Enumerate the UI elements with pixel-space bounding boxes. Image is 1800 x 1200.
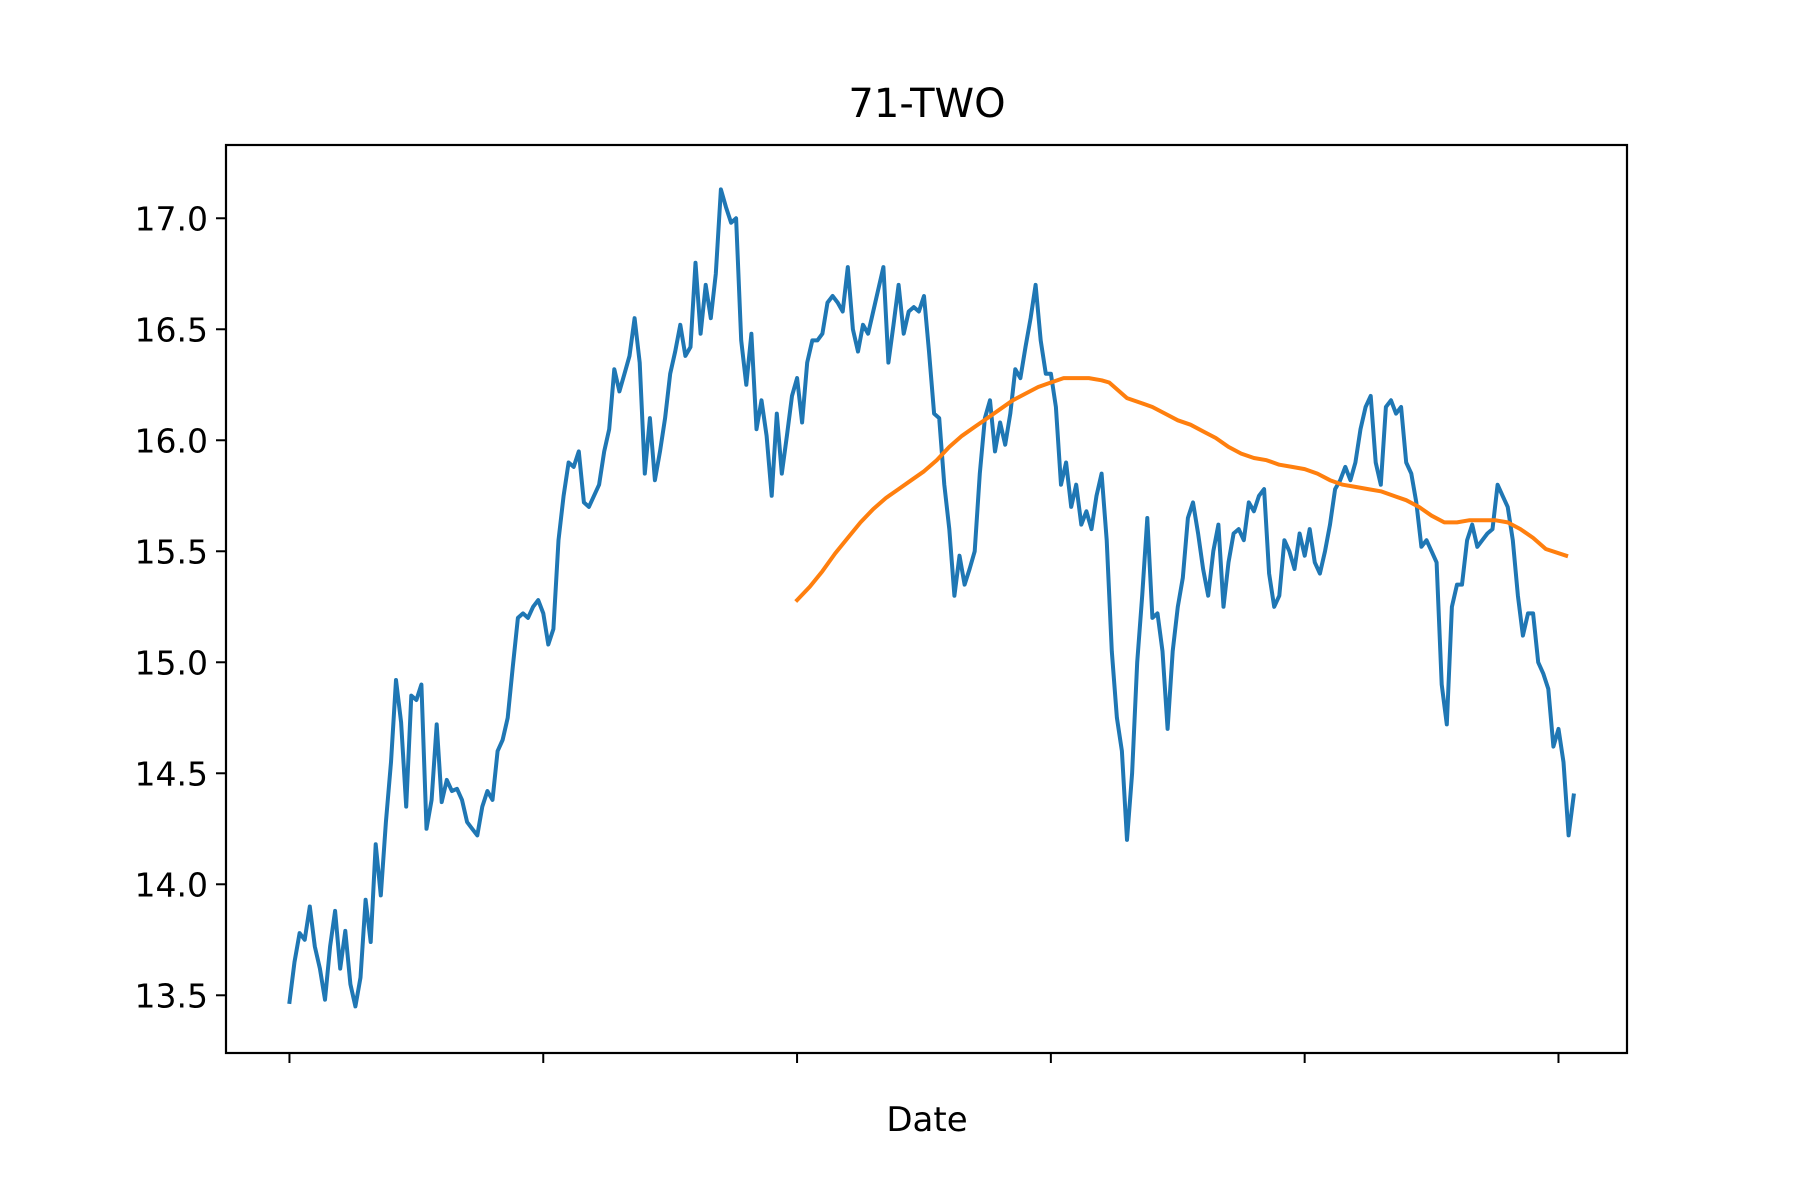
series-layer xyxy=(287,187,1576,1009)
plot-area xyxy=(224,143,1629,1055)
plot-frame xyxy=(224,143,1629,1055)
y-tick-label: 15.5 xyxy=(135,532,208,571)
series-line-moving_average xyxy=(794,376,1569,603)
series-line-price xyxy=(287,187,1576,1009)
y-tick-label: 15.0 xyxy=(135,643,208,682)
y-tick-label: 16.5 xyxy=(135,310,208,349)
x-axis-label: Date xyxy=(886,1100,967,1140)
y-tick-label: 17.0 xyxy=(135,199,208,238)
chart-title: 71-TWO xyxy=(848,81,1005,127)
x-axis xyxy=(288,1053,1560,1063)
y-tick-label: 16.0 xyxy=(135,421,208,460)
y-axis: 13.5 14.0 14.5 15.0 15.5 16.0 16.5 17.0 xyxy=(135,199,226,1015)
y-tick-label: 14.0 xyxy=(135,865,208,904)
y-tick-label: 13.5 xyxy=(135,976,208,1015)
y-tick-label: 14.5 xyxy=(135,754,208,793)
